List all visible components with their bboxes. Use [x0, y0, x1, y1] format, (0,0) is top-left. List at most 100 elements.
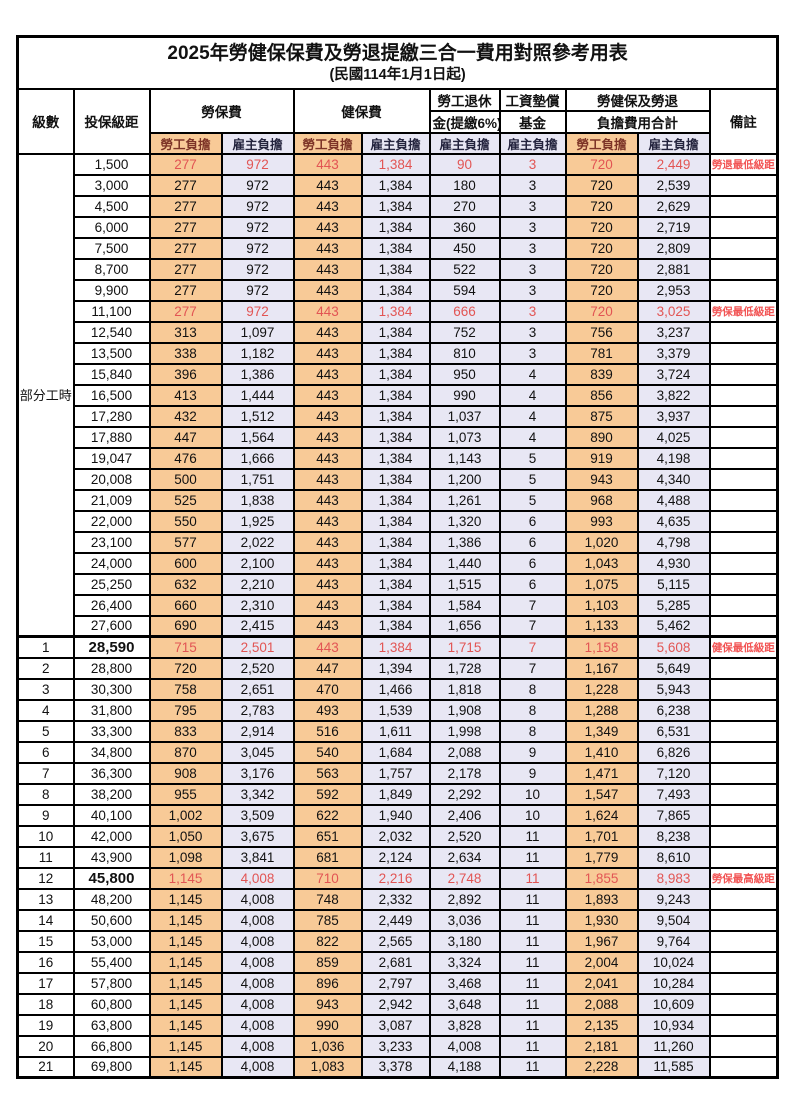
cell-fund-employer: 4 — [498, 404, 567, 428]
table-row: 2 28,800 720 2,520 447 1,394 1,728 7 1,167 5,649 — [16, 656, 779, 680]
cell-bracket: 66,800 — [72, 1034, 151, 1058]
cell-health-employee: 622 — [292, 803, 363, 827]
cell-labor-employee: 1,145 — [148, 1055, 223, 1079]
col-header-labor-insurance: 勞保費 — [148, 87, 295, 134]
cell-bracket: 53,000 — [72, 929, 151, 953]
cell-fund-employer: 4 — [498, 425, 567, 449]
cell-remark — [708, 383, 779, 407]
cell-fund-employer: 5 — [498, 467, 567, 491]
cell-pension-employer: 1,386 — [428, 530, 501, 554]
cell-bracket: 9,900 — [72, 278, 151, 302]
cell-health-employee: 651 — [292, 824, 363, 848]
table-row: 16,500 413 1,444 443 1,384 990 4 856 3,822 — [18, 383, 779, 407]
subheader-health-employee: 勞工負擔 — [292, 131, 363, 155]
cell-bracket: 13,500 — [72, 341, 151, 365]
cell-total-employer: 4,798 — [636, 530, 711, 554]
cell-labor-employer: 3,841 — [220, 845, 295, 869]
cell-bracket: 43,900 — [72, 845, 151, 869]
fee-table: 2025年勞健保保費及勞退提繳三合一費用對照參考用表 (民國114年1月1日起)… — [16, 35, 780, 1079]
cell-pension-employer: 3,324 — [428, 950, 501, 974]
cell-total-employee: 1,288 — [564, 698, 639, 722]
cell-fund-employer: 3 — [498, 299, 567, 323]
table-body: 部分工時 1,500 277 972 443 1,384 90 3 720 2,449 勞退最低級距… — [16, 152, 779, 1079]
cell-labor-employer: 1,838 — [220, 488, 295, 512]
cell-total-employer: 2,881 — [636, 257, 711, 281]
cell-labor-employee: 500 — [148, 467, 223, 491]
cell-level: 16 — [16, 950, 75, 974]
subheader-health-employer: 雇主負擔 — [360, 131, 431, 155]
cell-total-employee: 1,779 — [564, 845, 639, 869]
subheader-labor-employee: 勞工負擔 — [148, 131, 223, 155]
cell-fund-employer: 11 — [498, 908, 567, 932]
cell-health-employer: 1,384 — [360, 194, 431, 218]
cell-labor-employer: 1,444 — [220, 383, 295, 407]
cell-labor-employee: 338 — [148, 341, 223, 365]
cell-level: 18 — [16, 992, 75, 1016]
cell-pension-employer: 360 — [428, 215, 501, 239]
cell-fund-employer: 11 — [498, 887, 567, 911]
cell-health-employer: 1,611 — [360, 719, 431, 743]
cell-total-employer: 7,493 — [636, 782, 711, 806]
cell-level-part-time: 部分工時 — [16, 152, 75, 638]
cell-fund-employer: 11 — [498, 824, 567, 848]
cell-health-employee: 443 — [292, 320, 363, 344]
cell-total-employer: 9,764 — [636, 929, 711, 953]
cell-total-employee: 1,471 — [564, 761, 639, 785]
cell-labor-employee: 600 — [148, 551, 223, 575]
cell-labor-employee: 1,145 — [148, 1013, 223, 1037]
cell-labor-employer: 972 — [220, 173, 295, 197]
cell-level: 14 — [16, 908, 75, 932]
cell-total-employee: 1,133 — [564, 614, 639, 638]
cell-remark — [708, 362, 779, 386]
subheader-total-employee: 勞工負擔 — [564, 131, 639, 155]
cell-health-employee: 443 — [292, 614, 363, 638]
cell-remark — [708, 509, 779, 533]
cell-total-employer: 3,724 — [636, 362, 711, 386]
cell-health-employee: 563 — [292, 761, 363, 785]
cell-labor-employer: 3,509 — [220, 803, 295, 827]
cell-health-employee: 443 — [292, 509, 363, 533]
cell-labor-employee: 955 — [148, 782, 223, 806]
cell-remark — [708, 341, 779, 365]
cell-level: 3 — [16, 677, 75, 701]
cell-health-employer: 1,384 — [360, 425, 431, 449]
cell-total-employee: 2,228 — [564, 1055, 639, 1079]
cell-fund-employer: 5 — [498, 446, 567, 470]
cell-fund-employer: 3 — [498, 320, 567, 344]
cell-health-employee: 943 — [292, 992, 363, 1016]
cell-total-employer: 11,260 — [636, 1034, 711, 1058]
subheader-pension-employer: 雇主負擔 — [428, 131, 501, 155]
cell-health-employer: 3,378 — [360, 1055, 431, 1079]
cell-bracket: 24,000 — [72, 551, 151, 575]
cell-health-employer: 1,940 — [360, 803, 431, 827]
cell-labor-employer: 2,310 — [220, 593, 295, 617]
cell-total-employer: 10,934 — [636, 1013, 711, 1037]
cell-bracket: 17,280 — [72, 404, 151, 428]
cell-remark — [708, 425, 779, 449]
cell-total-employer: 6,826 — [636, 740, 711, 764]
cell-total-employee: 1,410 — [564, 740, 639, 764]
cell-pension-employer: 1,728 — [428, 656, 501, 680]
cell-remark — [708, 782, 779, 806]
cell-pension-employer: 1,073 — [428, 425, 501, 449]
table-row: 20,008 500 1,751 443 1,384 1,200 5 943 4,340 — [18, 467, 779, 491]
table-row: 13 48,200 1,145 4,008 748 2,332 2,892 11 1,893 9,… — [16, 887, 779, 911]
cell-labor-employee: 833 — [148, 719, 223, 743]
cell-labor-employer: 4,008 — [220, 1034, 295, 1058]
table-row: 5 33,300 833 2,914 516 1,611 1,998 8 1,349 6,531 — [16, 719, 779, 743]
cell-bracket: 31,800 — [72, 698, 151, 722]
cell-health-employee: 443 — [292, 467, 363, 491]
cell-pension-employer: 3,036 — [428, 908, 501, 932]
cell-health-employer: 2,681 — [360, 950, 431, 974]
table-row: 3 30,300 758 2,651 470 1,466 1,818 8 1,228 5,943 — [16, 677, 779, 701]
cell-labor-employer: 1,097 — [220, 320, 295, 344]
cell-level: 5 — [16, 719, 75, 743]
cell-labor-employee: 720 — [148, 656, 223, 680]
cell-total-employee: 968 — [564, 488, 639, 512]
cell-pension-employer: 2,520 — [428, 824, 501, 848]
cell-pension-employer: 4,188 — [428, 1055, 501, 1079]
cell-fund-employer: 11 — [498, 992, 567, 1016]
cell-pension-employer: 3,828 — [428, 1013, 501, 1037]
cell-pension-employer: 990 — [428, 383, 501, 407]
cell-remark — [708, 467, 779, 491]
